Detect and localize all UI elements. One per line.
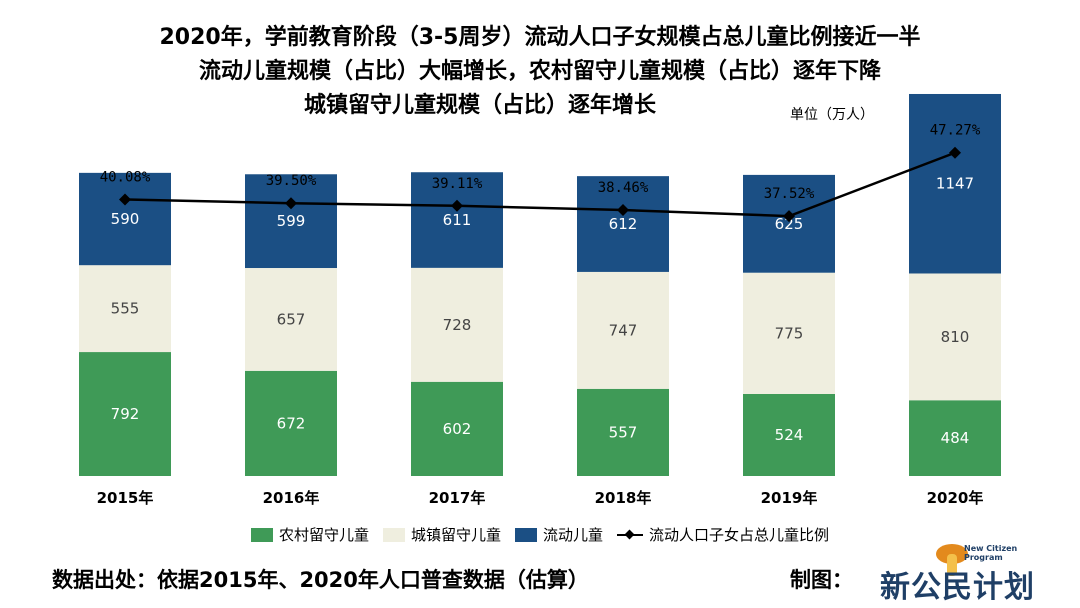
bar-urban	[245, 268, 337, 371]
bar-migrant	[909, 93, 1001, 274]
data-label-rural: 672	[277, 414, 306, 432]
bar-migrant	[577, 176, 669, 272]
legend-label-urban: 城镇留守儿童	[410, 526, 501, 544]
bar-urban	[411, 267, 503, 382]
ratio-point-marker	[119, 193, 131, 206]
legend-label-ratio: 流动人口子女占总儿童比例	[649, 526, 830, 544]
ratio-data-label: 37.52%	[764, 186, 815, 202]
bar-rural	[245, 370, 337, 476]
chart-title-line-3: 城镇留守儿童规模（占比）逐年增长	[303, 93, 656, 118]
data-label-urban: 728	[443, 316, 472, 334]
legend-item-migrant: 流动儿童	[515, 524, 603, 545]
ratio-data-label: 47.27%	[930, 123, 981, 139]
chart-legend: 农村留守儿童 城镇留守儿童 流动儿童 流动人口子女占总儿童比例	[0, 524, 1080, 545]
legend-swatch-urban	[382, 527, 405, 542]
data-label-urban: 555	[111, 300, 140, 318]
data-label-rural: 484	[941, 429, 970, 447]
bar-rural	[743, 393, 835, 476]
ratio-point-marker	[617, 204, 629, 216]
data-label-rural: 557	[609, 423, 638, 441]
data-label-urban: 657	[277, 310, 306, 328]
bar-rural	[79, 352, 171, 476]
bar-migrant	[79, 172, 171, 266]
chart-title-line-1: 2020年，学前教育阶段（3-5周岁）流动人口子女规模占总儿童比例接近一半	[159, 25, 921, 50]
bar-urban	[577, 271, 669, 389]
bar-urban	[79, 265, 171, 353]
bar-migrant	[245, 174, 337, 269]
logo-chinese-text: 新公民计划	[880, 570, 1035, 605]
x-tick-label: 2020年	[927, 489, 984, 507]
x-tick-label: 2015年	[97, 489, 154, 507]
data-label-migrant: 1147	[936, 175, 974, 193]
bar-urban	[743, 272, 835, 394]
data-label-urban: 810	[941, 328, 970, 346]
x-tick-label: 2017年	[429, 489, 486, 507]
ratio-point-marker	[451, 199, 463, 212]
bar-rural	[411, 381, 503, 476]
bar-migrant	[743, 174, 835, 273]
bar-rural	[909, 400, 1001, 476]
legend-item-urban: 城镇留守儿童	[382, 524, 501, 545]
x-tick-label: 2016年	[263, 489, 320, 507]
data-label-migrant: 590	[111, 210, 140, 228]
bar-migrant	[411, 172, 503, 268]
data-label-migrant: 625	[775, 215, 804, 233]
legend-label-migrant: 流动儿童	[543, 526, 604, 544]
legend-swatch-rural	[250, 527, 273, 542]
legend-swatch-migrant	[515, 527, 537, 542]
x-tick-label: 2018年	[595, 489, 652, 507]
ratio-point-marker	[285, 197, 297, 210]
ratio-data-label: 39.50%	[266, 173, 317, 189]
legend-item-ratio-line: 流动人口子女占总儿童比例	[617, 524, 829, 545]
new-citizen-program-logo: New Citizen Program 新公民计划	[880, 540, 1050, 605]
ratio-data-label: 38.46%	[598, 180, 649, 196]
credit-label: 制图：	[790, 568, 853, 592]
legend-item-rural: 农村留守儿童	[250, 524, 369, 545]
bar-rural	[577, 388, 669, 476]
data-label-migrant: 599	[277, 212, 306, 230]
ratio-line	[124, 151, 956, 218]
unit-label: 单位（万人）	[790, 107, 874, 123]
x-tick-label: 2019年	[761, 489, 818, 507]
bar-urban	[909, 273, 1001, 401]
data-label-migrant: 612	[609, 215, 638, 233]
data-label-rural: 524	[775, 426, 804, 444]
legend-label-rural: 农村留守儿童	[278, 526, 369, 544]
data-label-rural: 792	[111, 405, 140, 423]
ratio-data-label: 40.08%	[100, 169, 151, 185]
ratio-point-marker	[783, 210, 795, 223]
stacked-bar-chart: 792 555 590 2015年 672 657 599 2016年 602 728 611 201…	[79, 93, 1001, 507]
ratio-data-label: 39.11%	[432, 176, 483, 192]
data-label-urban: 747	[609, 321, 638, 339]
chart-title-line-2: 流动儿童规模（占比）大幅增长，农村留守儿童规模（占比）逐年下降	[198, 59, 881, 84]
logo-mushroom-icon	[936, 544, 968, 576]
logo-english-text: New Citizen Program	[964, 544, 1018, 562]
ratio-point-marker	[949, 146, 961, 159]
data-label-rural: 602	[443, 420, 472, 438]
data-label-migrant: 611	[443, 211, 472, 229]
data-source-note: 数据出处：依据2015年、2020年人口普查数据（估算）	[52, 568, 589, 592]
legend-line-marker-icon	[617, 528, 644, 542]
data-label-urban: 775	[775, 324, 804, 342]
